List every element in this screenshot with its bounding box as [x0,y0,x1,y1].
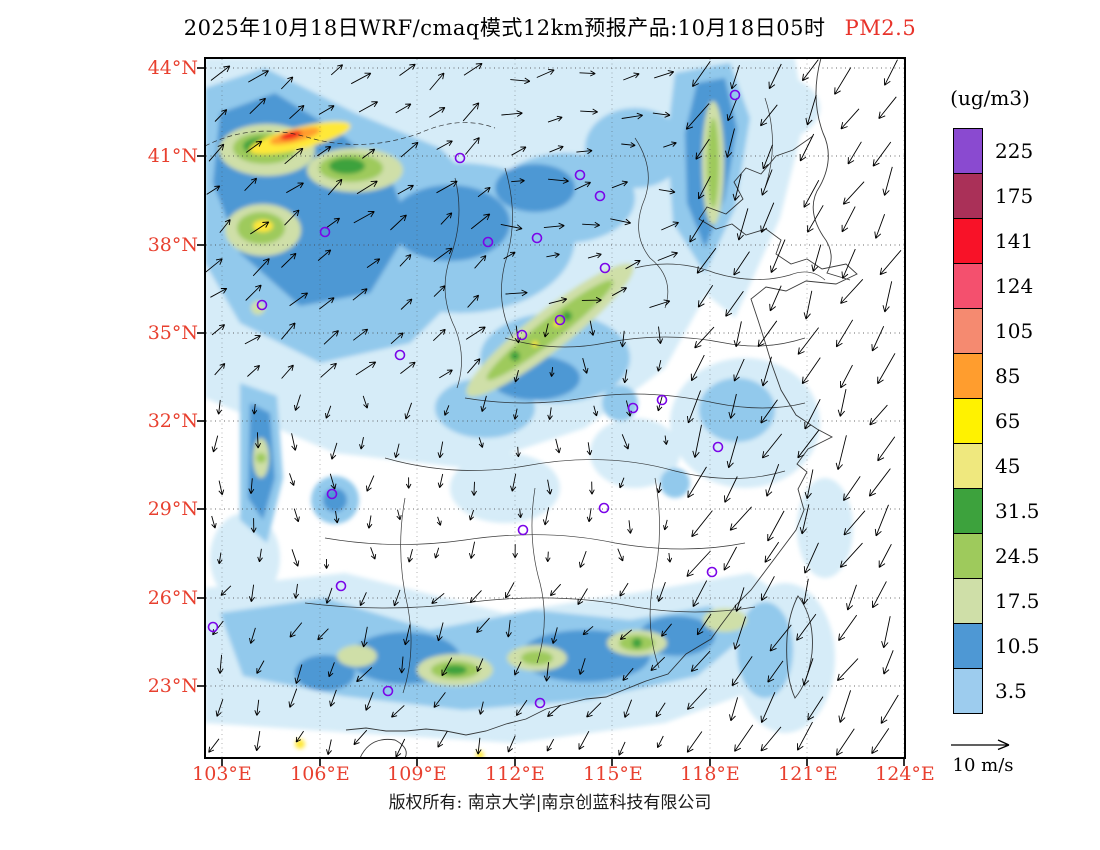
forecast-map [197,57,906,766]
legend-row: 24.5 [953,533,1040,579]
lon-label-109e: 109°E [387,763,447,785]
legend-value: 10.5 [995,634,1040,658]
lon-label-112e: 112°E [485,763,545,785]
reference-arrow-icon [951,739,1010,751]
wind-reference-label: 10 m/s [952,755,1014,776]
lat-label-41n: 41°N [147,145,198,167]
legend-row: 65 [953,398,1040,444]
legend-swatch [953,623,983,669]
map-frame [204,57,906,759]
legend-row: 17.5 [953,578,1040,624]
legend-swatch [953,668,983,714]
legend-value: 225 [995,139,1034,163]
page-title: 2025年10月18日WRF/cmaq模式12km预报产品:10月18日05时 … [0,12,1100,42]
lon-label-106e: 106°E [290,763,350,785]
legend-value: 17.5 [995,589,1040,613]
legend-row: 105 [953,308,1040,354]
legend-swatch [953,128,983,174]
lon-label-124e: 124°E [875,763,935,785]
legend-value: 31.5 [995,499,1040,523]
legend-swatch [953,353,983,399]
legend-row: 45 [953,443,1040,489]
legend-swatch [953,488,983,534]
legend-swatch [953,398,983,444]
legend-value: 124 [995,274,1034,298]
legend-row: 31.5 [953,488,1040,534]
lat-label-32n: 32°N [147,410,198,432]
legend-swatch [953,308,983,354]
legend-swatch [953,263,983,309]
lon-label-115e: 115°E [583,763,643,785]
legend-value: 141 [995,229,1034,253]
legend-swatch [953,443,983,489]
lat-label-44n: 44°N [147,57,198,79]
pm25-concentration-fill-layer [205,58,853,758]
legend-value: 65 [995,409,1021,433]
legend-row: 10.5 [953,623,1040,669]
province-and-coastline-layer [205,58,858,758]
title-species: PM2.5 [844,16,917,40]
lat-label-29n: 29°N [147,498,198,520]
legend-row: 141 [953,218,1040,264]
wind-vector-layer [205,59,902,758]
legend-swatch [953,173,983,219]
pm25-colorbar: 225 175 141 124 105 85 65 45 31.5 24.5 1… [953,128,1040,714]
legend-row: 175 [953,173,1040,219]
legend-row: 85 [953,353,1040,399]
lon-label-118e: 118°E [680,763,740,785]
station-markers-layer [207,89,741,709]
legend-swatch [953,533,983,579]
legend-unit-label: (ug/m3) [950,86,1030,110]
wind-reference: 10 m/s [938,736,1028,776]
lon-label-121e: 121°E [778,763,838,785]
legend-value: 24.5 [995,544,1040,568]
legend-value: 105 [995,319,1034,343]
axis-ticks [197,67,905,766]
legend-value: 45 [995,454,1021,478]
legend-row: 225 [953,128,1040,174]
legend-row: 3.5 [953,668,1040,714]
lat-label-35n: 35°N [147,322,198,344]
legend-swatch [953,578,983,624]
lat-label-38n: 38°N [147,234,198,256]
legend-value: 175 [995,184,1034,208]
lat-label-23n: 23°N [147,675,198,697]
legend-value: 3.5 [995,679,1027,703]
legend-row: 124 [953,263,1040,309]
lat-label-26n: 26°N [147,587,198,609]
lon-label-103e: 103°E [192,763,252,785]
legend-value: 85 [995,364,1021,388]
title-text: 2025年10月18日WRF/cmaq模式12km预报产品:10月18日05时 [183,16,826,40]
legend-swatch [953,218,983,264]
copyright-text: 版权所有: 南京大学|南京创蓝科技有限公司 [388,793,712,813]
